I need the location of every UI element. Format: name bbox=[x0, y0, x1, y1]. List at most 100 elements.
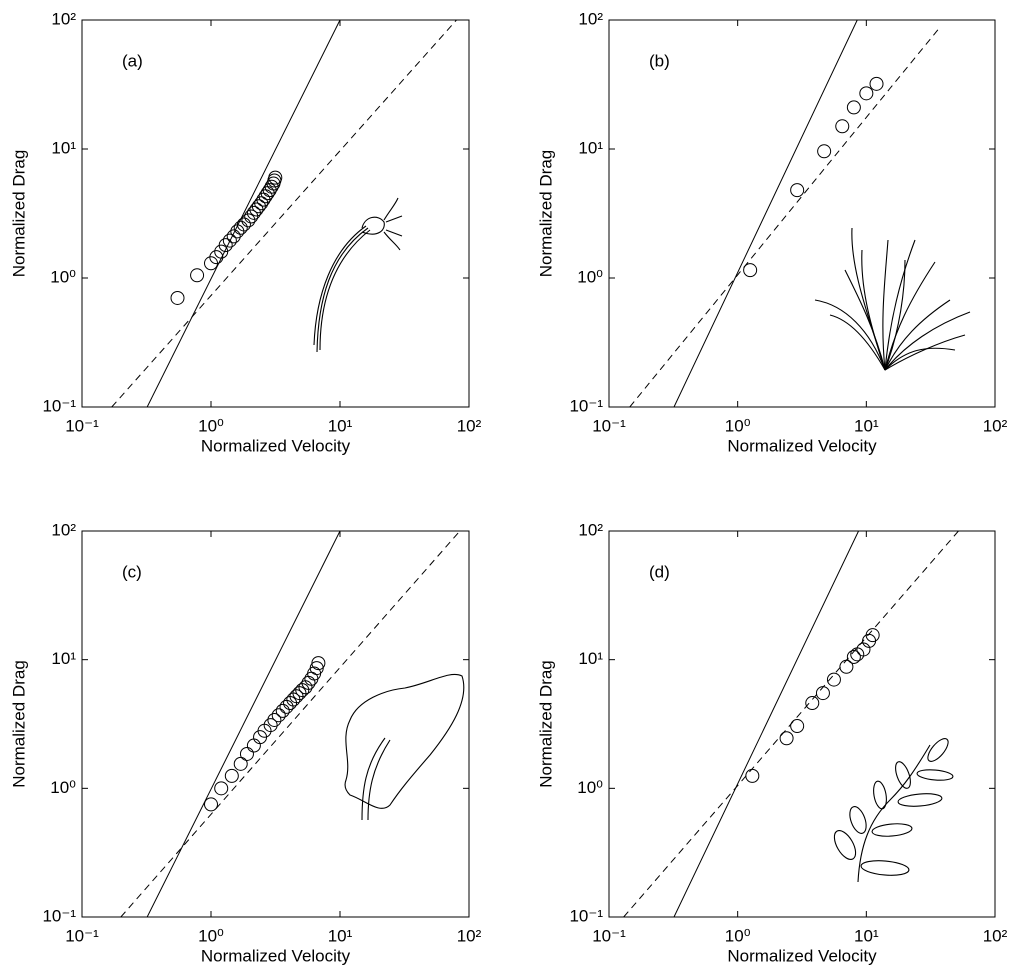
data-point bbox=[204, 797, 218, 812]
y-tick-label: 10⁰ bbox=[577, 267, 603, 286]
panel: 10⁻¹ 10⁰ 10¹ 10² 10⁻¹ 10⁰ 10¹ 10² Normalized Vel… bbox=[536, 520, 1007, 965]
y-tick-label: 10⁻¹ bbox=[569, 396, 603, 415]
y-tick-label: 10¹ bbox=[578, 649, 603, 668]
x-tick-label: 10⁰ bbox=[725, 416, 751, 435]
x-tick-label: 10⁰ bbox=[198, 416, 224, 435]
data-point bbox=[856, 642, 871, 657]
x-tick-label: 10⁰ bbox=[198, 926, 224, 945]
panel-label: (b) bbox=[649, 51, 670, 70]
data-point bbox=[815, 686, 830, 701]
x-axis-label: Normalized Velocity bbox=[201, 436, 351, 455]
x-tick-label: 10² bbox=[983, 926, 1008, 945]
data-point bbox=[779, 731, 794, 746]
data-point bbox=[790, 719, 805, 734]
y-tick-label: 10⁰ bbox=[50, 778, 76, 797]
panel-label: (d) bbox=[649, 562, 670, 581]
plot-area bbox=[623, 531, 959, 917]
data-point bbox=[846, 100, 861, 115]
dashed-line bbox=[120, 531, 461, 917]
solid-line bbox=[146, 20, 341, 407]
y-axis-label: Normalized Drag bbox=[536, 660, 555, 788]
data-point bbox=[790, 183, 805, 198]
data-point bbox=[835, 119, 850, 134]
y-tick-label: 10⁻¹ bbox=[42, 396, 76, 415]
plot-frame bbox=[81, 530, 470, 918]
panel: 10⁻¹ 10⁰ 10¹ 10² 10⁻¹ 10⁰ 10¹ 10² Normalized Vel… bbox=[9, 9, 481, 455]
x-tick-label: 10¹ bbox=[854, 416, 879, 435]
y-axis-label: Normalized Drag bbox=[9, 150, 28, 278]
data-point bbox=[846, 649, 861, 664]
data-point bbox=[275, 703, 290, 718]
data-point bbox=[218, 238, 233, 253]
plot-frame bbox=[608, 530, 996, 918]
panel-label: (a) bbox=[122, 51, 143, 70]
y-tick-label: 10¹ bbox=[51, 138, 76, 157]
y-tick-label: 10⁰ bbox=[50, 267, 76, 286]
data-point bbox=[236, 217, 251, 232]
data-point bbox=[233, 756, 248, 771]
x-tick-label: 10¹ bbox=[328, 416, 353, 435]
panel: 10⁻¹ 10⁰ 10¹ 10² 10⁻¹ 10⁰ 10¹ 10² Normalized Vel… bbox=[9, 520, 481, 965]
y-tick-label: 10⁻¹ bbox=[569, 906, 603, 925]
y-tick-label: 10² bbox=[51, 520, 76, 539]
data-point bbox=[246, 738, 261, 753]
plot-frame bbox=[81, 19, 470, 408]
data-point bbox=[190, 268, 205, 283]
dashed-line bbox=[111, 20, 457, 407]
solid-line bbox=[146, 531, 341, 917]
plant-sketch-b bbox=[814, 227, 971, 371]
data-point bbox=[865, 628, 880, 643]
x-tick-label: 10¹ bbox=[328, 926, 353, 945]
data-point bbox=[267, 712, 282, 727]
x-tick-label: 10² bbox=[457, 926, 482, 945]
data-point bbox=[826, 672, 841, 687]
data-point bbox=[271, 708, 286, 723]
data-point bbox=[239, 746, 254, 761]
plot-area bbox=[120, 531, 461, 917]
x-tick-label: 10⁻¹ bbox=[592, 416, 626, 435]
solid-line bbox=[673, 531, 860, 917]
data-point bbox=[743, 263, 758, 278]
x-tick-label: 10² bbox=[457, 416, 482, 435]
dashed-line bbox=[629, 29, 939, 407]
data-point bbox=[263, 718, 278, 733]
plot-area bbox=[629, 20, 939, 407]
y-tick-label: 10² bbox=[578, 9, 603, 28]
x-tick-label: 10² bbox=[983, 416, 1008, 435]
data-point bbox=[233, 220, 248, 235]
data-point bbox=[262, 183, 277, 198]
dashed-line bbox=[623, 531, 959, 917]
x-tick-label: 10⁻¹ bbox=[65, 926, 99, 945]
x-axis-label: Normalized Velocity bbox=[727, 946, 877, 965]
data-point bbox=[805, 696, 820, 711]
x-tick-label: 10⁻¹ bbox=[592, 926, 626, 945]
data-point bbox=[226, 229, 241, 244]
data-point bbox=[264, 179, 279, 194]
data-point bbox=[859, 86, 874, 101]
plot-frame bbox=[608, 19, 996, 408]
plot-area bbox=[111, 20, 457, 407]
panel: 10⁻¹ 10⁰ 10¹ 10² 10⁻¹ 10⁰ 10¹ 10² Normalized Vel… bbox=[536, 9, 1007, 455]
y-tick-label: 10² bbox=[51, 9, 76, 28]
y-axis-label: Normalized Drag bbox=[536, 150, 555, 278]
data-point bbox=[869, 76, 884, 91]
x-tick-label: 10⁰ bbox=[725, 926, 751, 945]
y-tick-label: 10² bbox=[578, 520, 603, 539]
data-point bbox=[279, 699, 294, 714]
data-point bbox=[254, 196, 269, 211]
solid-line bbox=[673, 20, 858, 407]
plant-sketch-c bbox=[344, 674, 465, 821]
data-point bbox=[244, 209, 259, 224]
plant-sketch-d bbox=[833, 738, 954, 883]
data-point bbox=[241, 213, 256, 228]
x-tick-label: 10⁻¹ bbox=[65, 416, 99, 435]
y-tick-label: 10¹ bbox=[51, 649, 76, 668]
x-axis-label: Normalized Velocity bbox=[201, 946, 351, 965]
y-tick-label: 10¹ bbox=[578, 138, 603, 157]
data-point bbox=[817, 144, 832, 159]
y-tick-label: 10⁰ bbox=[577, 778, 603, 797]
x-axis-label: Normalized Velocity bbox=[727, 436, 877, 455]
data-point bbox=[209, 250, 224, 265]
y-axis-label: Normalized Drag bbox=[9, 660, 28, 788]
